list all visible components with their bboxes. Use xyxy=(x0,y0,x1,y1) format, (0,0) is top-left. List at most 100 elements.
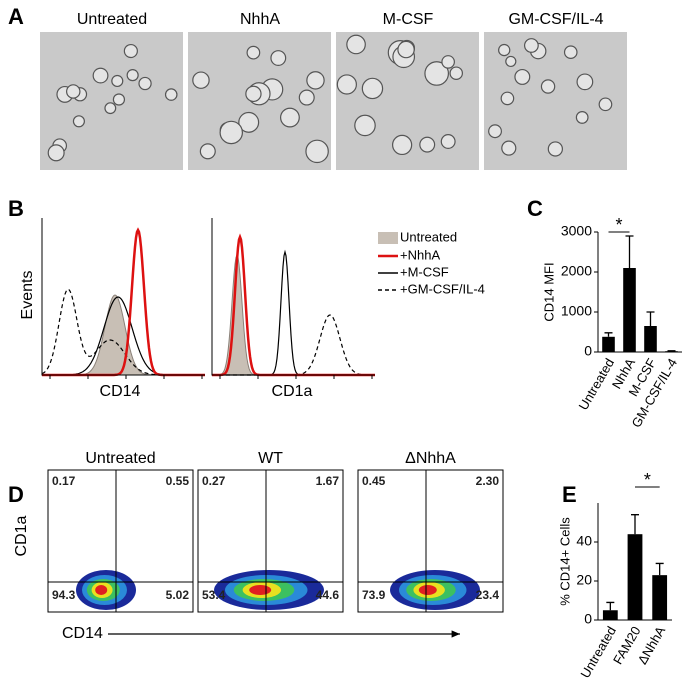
cell xyxy=(138,76,152,91)
axis xyxy=(597,232,682,353)
y-label: % CD14+ Cells xyxy=(557,517,572,606)
cell xyxy=(501,140,517,156)
cell xyxy=(419,136,436,153)
y-tick-label: 0 xyxy=(584,611,592,627)
cell xyxy=(92,67,109,84)
density xyxy=(418,585,437,595)
cell xyxy=(449,66,463,80)
y-label: CD14 MFI xyxy=(541,262,556,321)
error-bar xyxy=(646,311,655,326)
quadrant-value: 23.4 xyxy=(476,588,500,602)
cell xyxy=(72,115,85,128)
cell xyxy=(126,69,139,82)
density xyxy=(249,585,272,595)
y-label: Events xyxy=(19,271,36,320)
cell xyxy=(219,120,244,145)
cell xyxy=(523,38,539,53)
cell xyxy=(346,34,366,55)
cell xyxy=(112,93,126,106)
legend-entry: +NhhA xyxy=(400,247,440,262)
cell xyxy=(440,134,456,149)
legend-entry: Untreated xyxy=(400,229,457,244)
cell xyxy=(111,74,124,88)
cell xyxy=(66,84,81,99)
cell xyxy=(47,144,65,162)
image-title: Untreated xyxy=(77,11,147,28)
quadrant-value: 1.67 xyxy=(316,474,340,488)
panel-label: C xyxy=(527,196,543,221)
quadrant-value: 73.9 xyxy=(362,588,386,602)
cell xyxy=(192,71,210,89)
cell xyxy=(540,79,556,94)
cell xyxy=(424,61,450,86)
quadrant-value: 0.17 xyxy=(52,474,76,488)
bar xyxy=(623,268,636,352)
cell xyxy=(361,77,384,100)
cell xyxy=(391,134,413,156)
image-title: GM-CSF/IL-4 xyxy=(508,11,603,28)
y-tick-label: 1000 xyxy=(561,303,592,319)
cell xyxy=(576,73,594,91)
quadrant-value: 5.02 xyxy=(166,588,190,602)
bar xyxy=(602,336,615,352)
cell xyxy=(298,89,315,106)
cell xyxy=(547,141,563,157)
quadrant-value: 0.27 xyxy=(202,474,226,488)
x-tick-label: Untreated xyxy=(577,624,619,681)
cell xyxy=(563,45,578,60)
legend-entry: +GM-CSF/IL-4 xyxy=(400,281,485,296)
panel-label: E xyxy=(562,482,577,507)
histogram xyxy=(41,288,205,376)
cell xyxy=(246,45,261,60)
x-label: CD1a xyxy=(272,383,313,400)
image-title: M-CSF xyxy=(383,11,434,28)
quadrant-value: 2.30 xyxy=(476,474,500,488)
cell xyxy=(336,74,357,95)
error-bar xyxy=(604,332,613,337)
cell xyxy=(598,97,613,112)
y-tick-label: 3000 xyxy=(561,223,592,239)
error-bar xyxy=(625,235,634,268)
error-bar xyxy=(655,562,664,576)
cell xyxy=(245,85,262,103)
cell xyxy=(488,124,502,139)
panel-label: D xyxy=(8,482,24,507)
cell xyxy=(397,40,415,59)
cell xyxy=(238,111,260,133)
axis xyxy=(211,218,375,376)
bar xyxy=(652,575,668,620)
legend-swatch xyxy=(378,232,398,244)
panel-label: B xyxy=(8,196,24,221)
cell xyxy=(514,68,531,85)
y-tick-label: 40 xyxy=(576,533,592,549)
cell xyxy=(500,91,515,106)
cell xyxy=(441,55,455,69)
quadrant-value: 94.3 xyxy=(52,588,76,602)
plot-title: Untreated xyxy=(85,450,155,467)
quadrant-value: 0.45 xyxy=(362,474,386,488)
density xyxy=(95,585,108,595)
y-tick-label: 20 xyxy=(576,572,592,588)
bar xyxy=(627,534,643,620)
cell xyxy=(123,43,138,59)
error-bar xyxy=(631,514,639,535)
cell xyxy=(306,71,325,90)
bar xyxy=(602,610,618,620)
cell xyxy=(498,43,511,57)
significance: * xyxy=(644,470,651,490)
axis xyxy=(41,218,205,376)
cell xyxy=(199,143,216,160)
plot-title: WT xyxy=(258,450,283,467)
cell xyxy=(354,114,376,137)
image-title: NhhA xyxy=(240,11,280,28)
cell xyxy=(505,55,517,68)
quadrant-value: 44.6 xyxy=(316,588,340,602)
panel-label: A xyxy=(8,4,24,29)
cell xyxy=(575,111,589,124)
y-label: CD1a xyxy=(13,515,30,556)
plot-title: ΔNhhA xyxy=(405,450,456,467)
quadrant-value: 53.4 xyxy=(202,588,226,602)
y-tick-label: 2000 xyxy=(561,263,592,279)
cell xyxy=(305,139,329,164)
